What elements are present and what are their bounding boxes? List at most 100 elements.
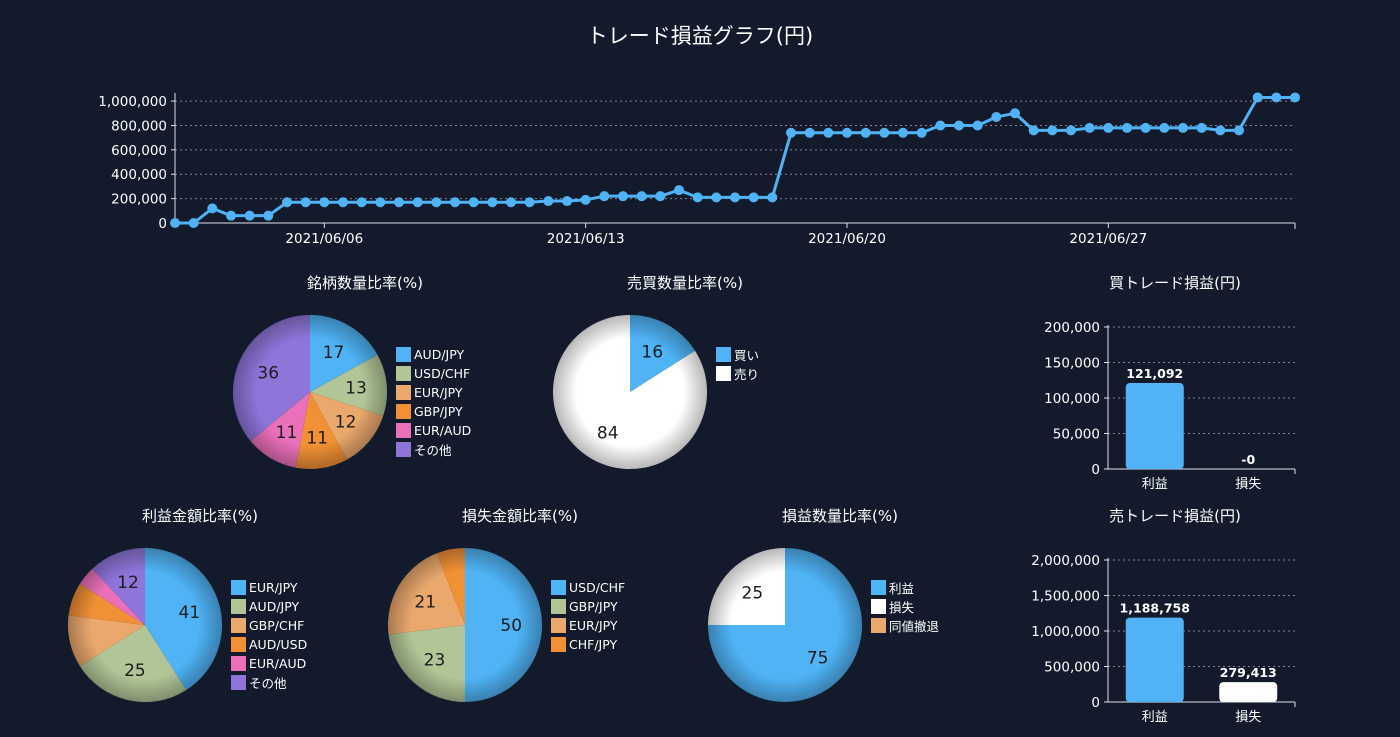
data-point — [207, 203, 218, 214]
y-tick-label: 400,000 — [111, 167, 167, 183]
bar-value-label: 279,413 — [1220, 665, 1277, 680]
y-tick-label: 200,000 — [111, 192, 167, 208]
bar — [1219, 682, 1278, 702]
data-point — [282, 197, 292, 208]
legend-swatch — [551, 618, 566, 633]
pie-svg: 171312111136 — [233, 315, 387, 469]
legend-swatch — [871, 599, 886, 614]
data-point — [599, 191, 610, 202]
legend-label: 同値撤退 — [889, 619, 940, 634]
data-point — [1234, 125, 1244, 136]
pie-chart-symbol-count: 銘柄数量比率(%) 171312111136 AUD/JPY USD/CHF EUR… — [230, 272, 500, 502]
x-tick-label: 2021/06/06 — [285, 231, 363, 247]
data-point — [842, 127, 852, 138]
legend-label: 売り — [734, 367, 760, 382]
chart-title: 売買数量比率(%) — [627, 274, 743, 292]
legend-item: USD/CHF — [396, 364, 471, 383]
legend-swatch — [231, 637, 246, 652]
y-tick-label: 1,000,000 — [1031, 624, 1100, 640]
data-point — [711, 192, 722, 203]
data-point — [1066, 125, 1076, 136]
pie-svg: 502321 — [388, 548, 542, 702]
pie-shade — [553, 315, 707, 469]
legend-item: 買い — [716, 345, 759, 364]
legend-item: 損失 — [871, 597, 939, 616]
legend: AUD/JPY USD/CHF EUR/JPY GBP/JPY EUR/AUD その他 — [396, 345, 471, 459]
data-point — [1122, 122, 1132, 133]
data-point — [655, 191, 666, 202]
x-tick-label: 損失 — [1235, 477, 1261, 492]
legend: 買い売り — [716, 345, 759, 383]
data-point — [394, 197, 404, 208]
data-point — [730, 192, 740, 203]
data-point — [636, 191, 647, 202]
legend-label: EUR/JPY — [569, 618, 618, 633]
data-point — [991, 111, 1002, 122]
legend-item: GBP/JPY — [551, 597, 625, 616]
pie-shade — [708, 548, 862, 702]
data-point — [562, 196, 572, 207]
legend-swatch — [396, 442, 411, 457]
bar-value-label: 1,188,758 — [1120, 601, 1190, 616]
legend-swatch — [396, 385, 411, 400]
data-point — [244, 210, 255, 221]
legend-swatch — [551, 599, 566, 614]
legend-swatch — [231, 599, 246, 614]
data-point — [524, 197, 535, 208]
data-point — [1196, 122, 1207, 133]
legend-label: USD/CHF — [569, 580, 626, 595]
legend-label: 利益 — [889, 581, 915, 596]
pie-shade — [233, 315, 387, 469]
legend-label: EUR/AUD — [414, 423, 472, 438]
x-tick-label: 2021/06/27 — [1069, 231, 1147, 247]
legend-item: AUD/JPY — [396, 345, 471, 364]
y-tick-label: 0 — [1091, 695, 1100, 711]
legend-label: GBP/JPY — [569, 599, 618, 614]
data-point — [338, 197, 348, 208]
legend-item: その他 — [396, 440, 471, 459]
legend-label: EUR/AUD — [249, 656, 307, 671]
legend-label: EUR/JPY — [414, 385, 463, 400]
legend-item: 利益 — [871, 578, 939, 597]
data-point — [431, 197, 442, 208]
data-point — [468, 197, 479, 208]
x-tick-label: 利益 — [1142, 710, 1168, 725]
data-point — [412, 197, 423, 208]
y-tick-label: 2,000,000 — [1031, 553, 1100, 569]
bar — [1125, 617, 1184, 702]
legend-item: EUR/JPY — [551, 616, 625, 635]
data-point — [170, 218, 180, 228]
legend-label: その他 — [414, 443, 452, 458]
data-point — [972, 120, 983, 131]
data-point — [487, 197, 498, 208]
data-point — [804, 127, 815, 138]
x-tick-label: 2021/06/13 — [547, 231, 625, 247]
legend-label: GBP/CHF — [249, 618, 305, 633]
legend-swatch — [716, 347, 731, 362]
data-point — [674, 185, 684, 196]
y-tick-label: 0 — [158, 216, 167, 232]
legend-swatch — [396, 423, 411, 438]
data-point — [935, 120, 946, 131]
legend-item: その他 — [231, 673, 307, 692]
pie-chart-profit-amount: 利益金額比率(%) 412512 EUR/JPY AUD/JPY GBP/CHF AU… — [65, 505, 335, 735]
legend-label: AUD/JPY — [249, 599, 300, 614]
legend-item: 売り — [716, 364, 759, 383]
legend-swatch — [396, 404, 411, 419]
bar-svg: 0 500,000 1,000,000 1,500,000 2,000,000 1,188… — [1031, 553, 1296, 725]
x-tick-label: 利益 — [1142, 477, 1168, 492]
pie-svg: 412512 — [68, 548, 222, 702]
legend-label: 損失 — [889, 600, 915, 615]
data-point — [1215, 125, 1226, 136]
bar-chart-buy-pnl: 買トレード損益(円) 0 50,000 100,000 150,000 200,000 1… — [1030, 272, 1320, 502]
chart-title: 損益数量比率(%) — [782, 507, 898, 525]
data-point — [954, 120, 964, 131]
legend-swatch — [396, 347, 411, 362]
data-point — [356, 197, 367, 208]
bar-value-label: 121,092 — [1126, 366, 1183, 381]
page-title: トレード損益グラフ(円) — [586, 24, 814, 48]
data-point — [1047, 125, 1058, 136]
data-point — [1140, 122, 1151, 133]
pie-shade — [68, 548, 222, 702]
